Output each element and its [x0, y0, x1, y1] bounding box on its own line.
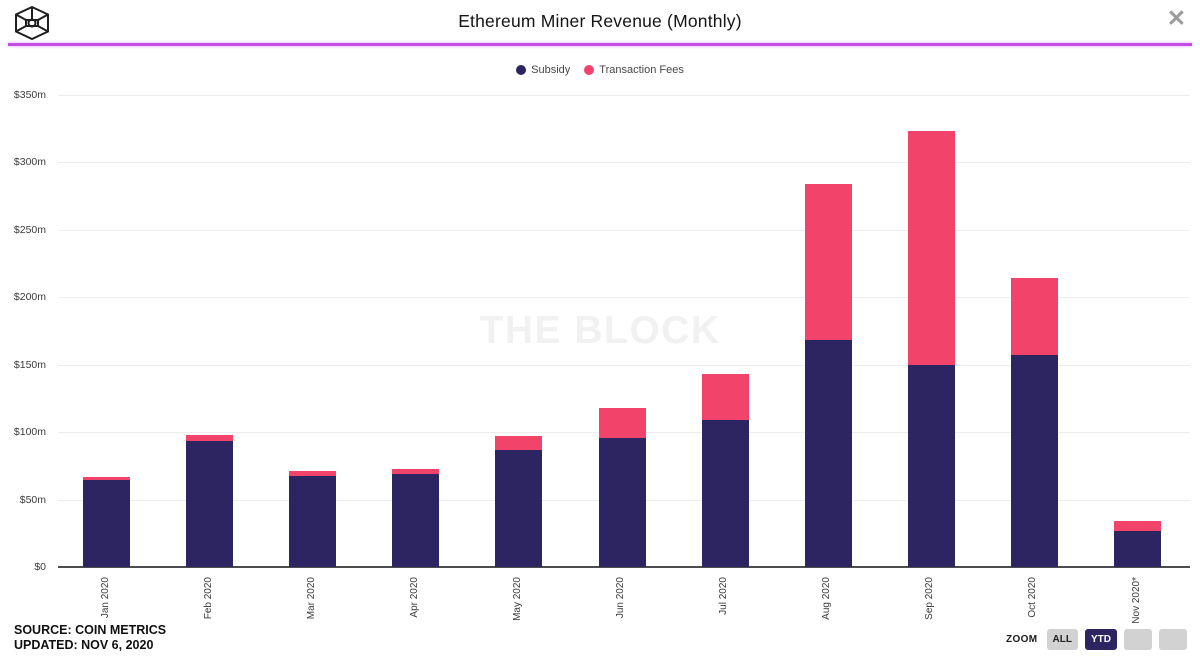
zoom-button-ytd[interactable]: YTD — [1085, 629, 1117, 650]
zoom-button-blank-3[interactable] — [1159, 629, 1187, 650]
bar-subsidy-jul2020[interactable] — [701, 420, 749, 567]
zoom-button-all[interactable]: ALL — [1046, 629, 1078, 650]
gridline — [58, 229, 1190, 231]
x-axis-line — [58, 566, 1190, 568]
legend-label: Transaction Fees — [599, 64, 684, 76]
bar-subsidy-may2020[interactable] — [495, 449, 543, 567]
bar-subsidy-apr2020[interactable] — [392, 473, 440, 567]
x-axis-label: Feb 2020 — [202, 577, 214, 620]
y-axis-tick: $200m — [13, 291, 46, 304]
source-attribution: SOURCE: COIN METRICS UPDATED: NOV 6, 202… — [14, 623, 166, 652]
gridline — [58, 364, 1190, 366]
bar-fees-oct2020[interactable] — [1010, 278, 1058, 356]
x-axis-label: Apr 2020 — [408, 577, 420, 618]
updated-line: UPDATED: NOV 6, 2020 — [14, 637, 154, 652]
x-axis-label: Nov 2020* — [1130, 577, 1142, 624]
y-axis-tick: $150m — [13, 358, 46, 371]
zoom-controls: ZOOM ALL YTD — [1006, 629, 1187, 650]
bar-subsidy-aug2020[interactable] — [804, 340, 852, 567]
legend-label: Subsidy — [531, 64, 571, 76]
x-axis-label: Mar 2020 — [305, 577, 317, 620]
gridline — [58, 95, 1190, 96]
bar-fees-feb2020[interactable] — [186, 434, 234, 441]
bar-fees-may2020[interactable] — [495, 435, 543, 450]
header-divider — [8, 43, 1192, 46]
bar-subsidy-sep2020[interactable] — [907, 364, 955, 567]
gridline — [58, 162, 1190, 164]
y-axis-tick: $50m — [19, 493, 46, 506]
y-axis-tick: $300m — [13, 156, 46, 169]
bar-subsidy-nov2020[interactable] — [1114, 530, 1161, 567]
legend-dot — [516, 65, 527, 75]
bar-subsidy-oct2020[interactable] — [1010, 355, 1058, 567]
source-line: SOURCE: COIN METRICS — [14, 623, 167, 637]
close-icon[interactable]: ✕ — [1166, 5, 1186, 31]
bar-fees-mar2020[interactable] — [289, 471, 337, 476]
x-axis-label: Oct 2020 — [1027, 577, 1039, 618]
x-axis-label: May 2020 — [511, 577, 523, 621]
bar-fees-sep2020[interactable] — [907, 131, 955, 365]
bar-fees-jun2020[interactable] — [598, 407, 646, 438]
gridline — [58, 297, 1190, 299]
legend-item-1[interactable]: Transaction Fees — [584, 64, 684, 76]
chart-legend: Subsidy Transaction Fees — [0, 64, 1200, 76]
x-axis-label: Aug 2020 — [821, 577, 833, 620]
bar-fees-aug2020[interactable] — [804, 184, 852, 341]
bar-fees-nov2020[interactable] — [1114, 521, 1161, 531]
bar-fees-apr2020[interactable] — [392, 468, 440, 474]
y-axis-tick: $250m — [13, 223, 46, 236]
y-axis-tick: $100m — [13, 426, 46, 439]
zoom-button-blank-2[interactable] — [1124, 629, 1152, 650]
legend-dot — [584, 65, 595, 75]
bar-subsidy-jun2020[interactable] — [598, 437, 646, 567]
bar-subsidy-feb2020[interactable] — [186, 440, 234, 567]
x-axis-label: Jun 2020 — [615, 577, 626, 619]
y-axis-tick: $350m — [13, 89, 46, 101]
the-block-logo — [15, 5, 49, 41]
x-axis-label: Sep 2020 — [924, 577, 936, 620]
page-title: Ethereum Miner Revenue (Monthly) — [458, 11, 742, 31]
legend-item-0[interactable]: Subsidy — [516, 64, 570, 76]
bar-fees-jan2020[interactable] — [83, 476, 130, 480]
bar-subsidy-jan2020[interactable] — [83, 480, 130, 567]
zoom-label: ZOOM — [1005, 634, 1038, 645]
y-axis-tick: $0 — [34, 561, 46, 573]
bar-fees-jul2020[interactable] — [701, 374, 749, 420]
bar-subsidy-mar2020[interactable] — [289, 475, 337, 567]
x-axis-label: Jul 2020 — [718, 577, 730, 615]
